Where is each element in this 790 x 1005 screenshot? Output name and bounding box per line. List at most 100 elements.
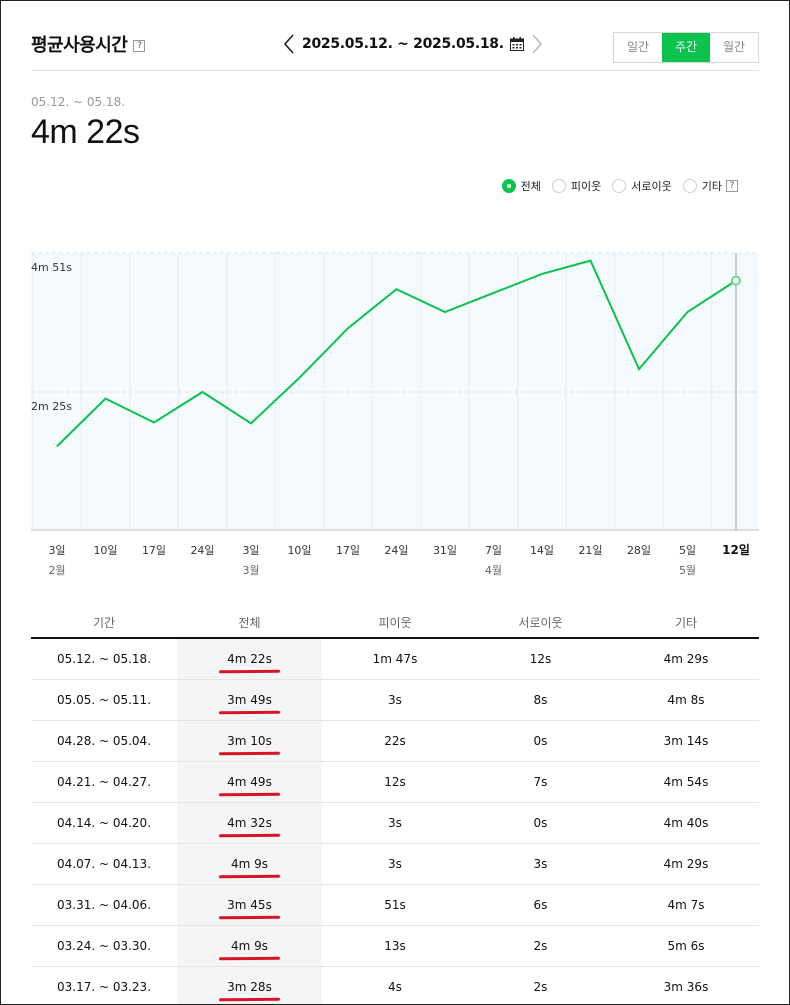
filter-label: 기타 (701, 180, 722, 193)
cell-period: 04.14. ~ 04.20. (31, 803, 177, 843)
cell-mutual-text: 6s (533, 898, 548, 912)
cell-mutual-text: 8s (533, 693, 548, 707)
cell-other-text: 5m 6s (667, 939, 705, 953)
filter-mutual[interactable]: 서로이웃 (612, 178, 672, 194)
cell-mutual-text: 7s (533, 775, 548, 789)
cell-mutual-text: 2s (533, 939, 548, 953)
cell-other: 4m 29s (613, 844, 759, 884)
cell-total: 4m 9s (177, 844, 322, 884)
cell-neighbor: 4s (322, 967, 468, 1004)
cell-neighbor-text: 12s (384, 775, 406, 789)
cell-total-text: 3m 45s (227, 898, 272, 912)
data-point (56, 445, 58, 447)
y-tick-label: 4m 51s (31, 261, 72, 274)
cell-total-text: 4m 22s (227, 652, 272, 666)
filter-other[interactable]: 기타? (682, 178, 738, 194)
filter-label: 피이웃 (570, 180, 602, 193)
table-row: 05.12. ~ 05.18. 4m 22s 1m 47s 12s 4m 29s (31, 639, 759, 680)
cell-neighbor-text: 3s (388, 857, 402, 871)
cell-total: 4m 9s (177, 926, 322, 966)
col-header-neighbor: 피이웃 (378, 616, 412, 630)
period-monthly-button[interactable]: 월간 (722, 40, 746, 54)
radio-icon (551, 179, 566, 193)
cell-other: 3m 36s (613, 967, 759, 1004)
radio-selected-icon (501, 179, 516, 193)
cell-mutual: 6s (468, 885, 613, 925)
filter-all[interactable]: 전체 (501, 178, 541, 194)
cell-period-text: 03.17. ~ 03.23. (56, 980, 152, 994)
cell-total-text: 3m 49s (227, 693, 272, 707)
cell-neighbor-text: 13s (384, 939, 406, 953)
x-tick-label: 3일 (242, 543, 259, 557)
cell-other-text: 4m 7s (667, 898, 705, 912)
cell-neighbor-text: 22s (384, 734, 406, 748)
cell-total: 4m 49s (177, 762, 322, 802)
cell-neighbor-text: 51s (384, 898, 406, 912)
data-point (638, 368, 640, 370)
prev-week-button[interactable] (282, 33, 296, 55)
table-row: 05.05. ~ 05.11. 3m 49s 3s 8s 4m 8s (31, 680, 759, 721)
data-point (541, 273, 543, 275)
cell-neighbor: 13s (322, 926, 468, 966)
cell-other: 4m 7s (613, 885, 759, 925)
cell-period-text: 04.07. ~ 04.13. (56, 857, 152, 871)
cell-other: 4m 29s (613, 639, 759, 679)
red-underline-mark (218, 669, 281, 674)
radio-icon (682, 179, 697, 193)
data-point (590, 260, 591, 262)
cell-mutual: 12s (468, 639, 613, 679)
cell-period: 03.17. ~ 03.23. (31, 967, 177, 1004)
red-underline-mark (218, 710, 281, 715)
page-title-text: 평균사용시간 (31, 35, 128, 56)
summary-value: 4m 22s (31, 113, 140, 151)
cell-mutual: 0s (468, 803, 613, 843)
x-month-label: 3월 (242, 564, 259, 577)
red-underline-mark (218, 997, 281, 1002)
cell-total-text: 4m 9s (230, 939, 269, 953)
period-weekly-button[interactable]: 주간 (662, 33, 710, 62)
filter-label: 서로이웃 (631, 180, 672, 193)
cell-neighbor: 3s (322, 844, 468, 884)
usage-table: 기간 전체 피이웃 서로이웃 기타 05.12. ~ 05.18. 4m 22s 1… (31, 607, 759, 1004)
cell-mutual: 3s (468, 844, 613, 884)
cell-period-text: 03.31. ~ 04.06. (56, 898, 152, 912)
cell-other-text: 3m 14s (663, 734, 709, 748)
period-daily-button[interactable]: 일간 (626, 40, 650, 54)
table-row: 03.17. ~ 03.23. 3m 28s 4s 2s 3m 36s (31, 967, 759, 1004)
data-point (396, 288, 397, 290)
page-title: 평균사용시간? (31, 31, 146, 57)
cell-mutual-text: 12s (529, 652, 552, 666)
filter-neighbor[interactable]: 피이웃 (551, 178, 602, 194)
red-underline-mark (218, 792, 281, 797)
col-header-period: 기간 (92, 616, 116, 630)
help-icon[interactable]: ? (133, 40, 146, 52)
x-tick-label: 10일 (287, 543, 311, 557)
cell-neighbor: 1m 47s (322, 639, 468, 679)
x-month-label: 2월 (48, 564, 65, 577)
cell-mutual: 0s (468, 721, 613, 761)
cell-period-text: 05.05. ~ 05.11. (56, 693, 152, 707)
cell-period: 04.28. ~ 05.04. (31, 721, 177, 761)
help-icon[interactable]: ? (726, 180, 738, 192)
calendar-icon[interactable] (509, 37, 524, 51)
next-week-button[interactable] (530, 33, 544, 55)
table-body: 05.12. ~ 05.18. 4m 22s 1m 47s 12s 4m 29s 05.0… (31, 639, 759, 1004)
x-tick-label: 17일 (142, 543, 166, 557)
x-tick-label: 3일 (48, 543, 65, 557)
cell-other: 3m 14s (613, 721, 759, 761)
cell-other-text: 4m 40s (663, 816, 709, 830)
cell-total-text: 4m 9s (230, 857, 269, 871)
cell-total-text: 4m 49s (227, 775, 272, 789)
data-point (105, 398, 106, 400)
cell-period-text: 03.24. ~ 03.30. (56, 939, 152, 953)
x-tick-label: 24일 (190, 543, 214, 557)
cell-total: 4m 32s (177, 803, 322, 843)
x-tick-label: 12일 (722, 543, 750, 557)
x-tick-label: 14일 (530, 543, 554, 557)
cell-other-text: 4m 54s (663, 775, 709, 789)
data-point (153, 421, 155, 423)
data-point (250, 422, 252, 424)
cell-period: 03.24. ~ 03.30. (31, 926, 177, 966)
col-header-total: 전체 (238, 616, 261, 630)
